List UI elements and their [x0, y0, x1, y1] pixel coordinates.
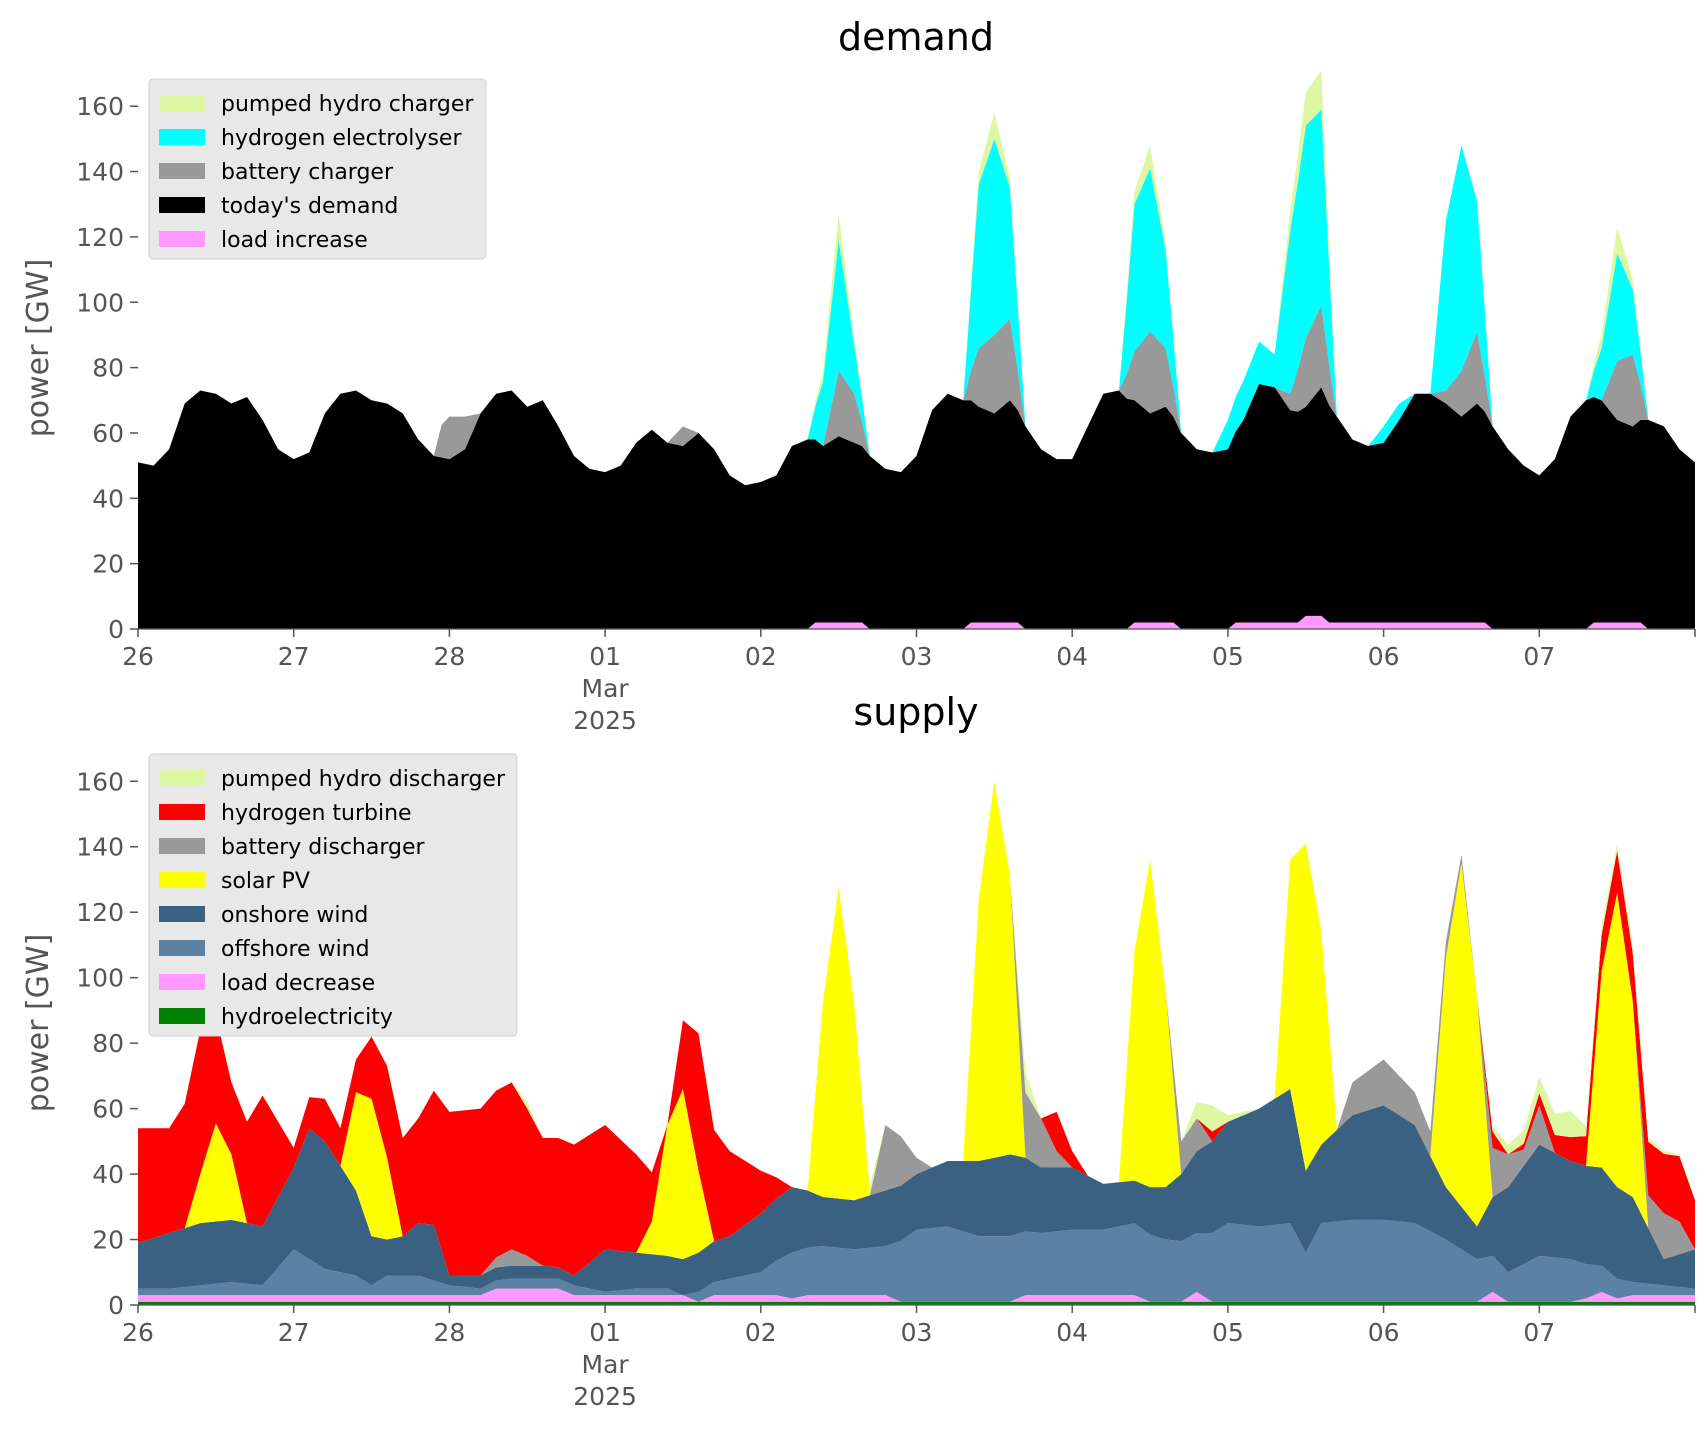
x-tick-label: 06 — [1368, 642, 1400, 671]
legend-label-load-decrease: load decrease — [221, 971, 375, 996]
legend-box — [148, 78, 487, 260]
legend-label-hydrogen-electrolyser: hydrogen electrolyser — [221, 126, 462, 151]
area-onshore-wind — [138, 1088, 1695, 1296]
y-tick-label: 140 — [76, 158, 124, 187]
legend-swatch-offshore-wind — [159, 940, 205, 956]
area-solar-pv — [138, 781, 1695, 1276]
legend-label-pumped-hydro-discharger: pumped hydro discharger — [221, 767, 506, 792]
y-tick-label: 20 — [92, 550, 124, 579]
x-tick-label: 26 — [122, 642, 154, 671]
x-tick-label: 26 — [122, 1318, 154, 1347]
y-tick-label: 120 — [76, 898, 124, 927]
y-tick-label: 80 — [92, 1029, 124, 1058]
x-tick-label: 07 — [1523, 1318, 1555, 1347]
legend-box — [148, 753, 518, 1037]
y-tick-label: 40 — [92, 484, 124, 513]
demand-legend: pumped hydro charger hydrogen electrolyse… — [148, 78, 487, 260]
demand-plot-area: 0 20 40 60 80 100 120 140 160 26 27 28 01 Mar 2025 02 03… — [76, 70, 1696, 735]
supply-plot-area: 0 20 40 60 80 100 120 140 160 26 27 28 01 Mar 2025 02 03… — [76, 767, 1696, 1411]
legend-label-hydrogen-turbine: hydrogen turbine — [221, 801, 412, 826]
y-tick-label: 120 — [76, 223, 124, 252]
area-hydrogen-turbine — [138, 781, 1695, 1276]
supply-legend: pumped hydro discharger hydrogen turbine b… — [148, 753, 518, 1037]
legend-swatch-pumped-hydro-discharger — [159, 770, 205, 786]
legend-swatch-load-increase — [159, 231, 205, 247]
x-tick-label: 03 — [901, 642, 933, 671]
legend-swatch-pumped-hydro-charger — [159, 95, 205, 111]
legend-label-hydroelectricity: hydroelectricity — [221, 1005, 393, 1030]
legend-label-battery-charger: battery charger — [221, 160, 394, 185]
y-tick-label: 40 — [92, 1160, 124, 1189]
legend-label-onshore-wind: onshore wind — [221, 903, 368, 928]
y-tick-label: 160 — [76, 92, 124, 121]
legend-swatch-onshore-wind — [159, 906, 205, 922]
y-tick-label: 60 — [92, 419, 124, 448]
legend-swatch-hydrogen-turbine — [159, 804, 205, 820]
legend-swatch-hydroelectricity — [159, 1008, 205, 1024]
legend-swatch-battery-discharger — [159, 838, 205, 854]
y-tick-label: 0 — [108, 1291, 124, 1320]
x-tick-label: 06 — [1368, 1318, 1400, 1347]
x-tick-label: 04 — [1056, 642, 1088, 671]
legend-swatch-hydrogen-electrolyser — [159, 129, 205, 145]
x-tick-year-label: 2025 — [573, 1382, 637, 1411]
area-battery-charger — [138, 305, 1695, 486]
area-hydroelectricity — [138, 1301, 1695, 1305]
legend-label-pumped-hydro-charger: pumped hydro charger — [221, 92, 474, 117]
area-load-decrease — [138, 1288, 1695, 1302]
legend-label-load-increase: load increase — [221, 228, 368, 253]
x-tick-month-label: Mar — [582, 674, 630, 703]
area-offshore-wind — [138, 1219, 1695, 1302]
y-tick-label: 100 — [76, 964, 124, 993]
x-tick-label: 27 — [278, 1318, 310, 1347]
x-tick-label: 03 — [901, 1318, 933, 1347]
y-tick-label: 20 — [92, 1226, 124, 1255]
x-tick-label: 07 — [1523, 642, 1555, 671]
y-tick-label: 60 — [92, 1095, 124, 1124]
x-tick-label: 01 — [589, 1318, 621, 1347]
legend-swatch-load-decrease — [159, 974, 205, 990]
supply-ylabel: power [GW] — [21, 934, 56, 1113]
area-hydrogen-electrolyser — [138, 109, 1695, 486]
demand-panel: demand power [GW] 0204060801001201401602… — [21, 15, 1696, 735]
legend-label-solar-pv: solar PV — [221, 869, 310, 894]
x-tick-label: 01 — [589, 642, 621, 671]
legend-label-today-s-demand: today's demand — [221, 194, 398, 219]
x-tick-year-label: 2025 — [573, 706, 637, 735]
x-tick-label: 27 — [278, 642, 310, 671]
legend-swatch-battery-charger — [159, 163, 205, 179]
x-tick-month-label: Mar — [582, 1350, 630, 1379]
supply-title: supply — [853, 690, 978, 734]
legend-swatch-today-s-demand — [159, 197, 205, 213]
demand-title: demand — [838, 15, 994, 59]
x-tick-label: 02 — [745, 1318, 777, 1347]
legend-label-battery-discharger: battery discharger — [221, 835, 426, 860]
supply-panel: supply power [GW] 0204060801001201401602… — [21, 690, 1696, 1411]
y-tick-label: 80 — [92, 354, 124, 383]
x-tick-label: 28 — [433, 642, 465, 671]
y-tick-label: 0 — [108, 615, 124, 644]
x-tick-label: 28 — [433, 1318, 465, 1347]
y-tick-label: 140 — [76, 833, 124, 862]
x-tick-label: 02 — [745, 642, 777, 671]
x-tick-label: 05 — [1212, 642, 1244, 671]
area-today-s-demand — [138, 383, 1695, 629]
demand-ylabel: power [GW] — [21, 259, 56, 438]
x-tick-label: 04 — [1056, 1318, 1088, 1347]
legend-label-offshore-wind: offshore wind — [221, 937, 370, 962]
area-load-increase — [138, 615, 1695, 629]
legend-swatch-solar-pv — [159, 872, 205, 888]
x-tick-label: 05 — [1212, 1318, 1244, 1347]
y-tick-label: 100 — [76, 288, 124, 317]
y-tick-label: 160 — [76, 767, 124, 796]
